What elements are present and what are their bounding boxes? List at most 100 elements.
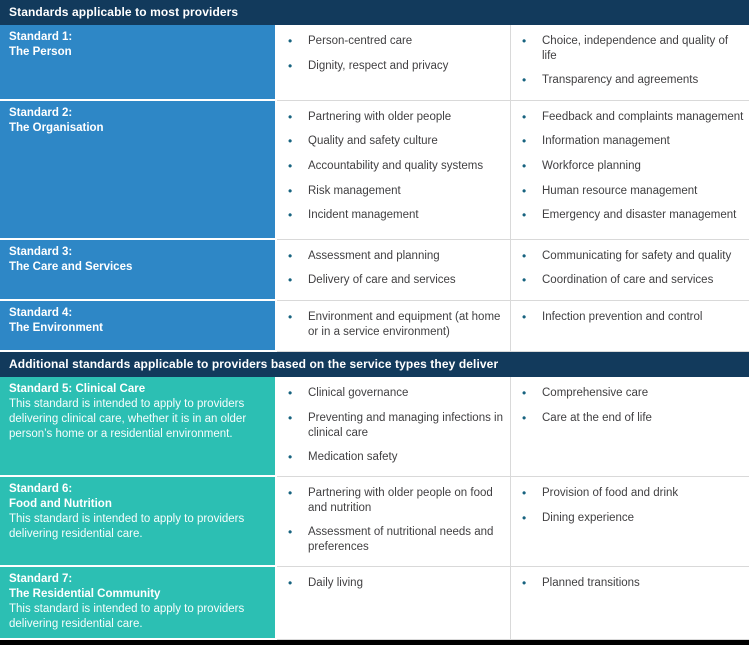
bullet-item: • Information management (511, 134, 745, 150)
standard-title: Standard 1: (9, 31, 73, 44)
bullet-item: • Planned transitions (511, 576, 745, 592)
bullet-item: • Daily living (277, 576, 506, 592)
bullet-dot-icon: • (288, 183, 293, 198)
bullet-text: Provision of food and drink (542, 487, 679, 500)
bullet-text: Medication safety (308, 450, 398, 463)
bullet-dot-icon: • (288, 410, 293, 425)
bullet-text: Incident management (308, 209, 419, 222)
standard-label: Standard 6: Food and Nutrition This standa… (0, 477, 277, 568)
bullet-dot-icon: • (522, 510, 527, 525)
bullet-text: Assessment of nutritional needs and pref… (308, 526, 494, 554)
standard-label: Standard 1: The Person (0, 25, 277, 101)
bullet-item: • Feedback and complaints management (511, 110, 745, 126)
bullet-list-secondary-cell: • Planned transitions (510, 567, 749, 640)
bullet-item: • Quality and safety culture (277, 134, 506, 150)
bullet-dot-icon: • (522, 576, 527, 591)
bullet-list-primary: • Partnering with older people • Quality an… (277, 110, 506, 224)
standard-title: Standard 3: (9, 245, 73, 258)
bullet-list-secondary-cell: • Provision of food and drink • Dining expe… (510, 477, 749, 568)
bullet-dot-icon: • (522, 208, 527, 223)
standard-label: Standard 2: The Organisation (0, 100, 277, 240)
bullet-dot-icon: • (288, 134, 293, 149)
bullet-dot-icon: • (288, 449, 293, 464)
bullet-list-primary: • Environment and equipment (at home or i… (277, 310, 506, 340)
bullet-text: Quality and safety culture (308, 135, 438, 148)
bullet-text: Partnering with older people (308, 110, 452, 123)
bullet-dot-icon: • (288, 109, 293, 124)
bullet-dot-icon: • (522, 159, 527, 174)
standard-description: This standard is intended to apply to pr… (9, 398, 247, 441)
standard-row: Standard 1: The Person • Person-centred car… (0, 25, 749, 101)
bullet-item: • Workforce planning (511, 159, 745, 175)
bullet-item: • Delivery of care and services (277, 273, 506, 289)
bullet-text: Environment and equipment (at home or in… (308, 311, 501, 338)
bullet-dot-icon: • (522, 486, 527, 501)
bullet-list-primary-cell: • Daily living (277, 567, 510, 640)
bullet-text: Transparency and agreements (542, 74, 699, 87)
bullet-dot-icon: • (288, 208, 293, 223)
bullet-list-secondary: • Planned transitions (511, 576, 745, 592)
bullet-list-secondary-cell: • Choice, independence and quality of lif… (510, 25, 749, 101)
standard-row: Standard 2: The Organisation • Partnering w… (0, 100, 749, 240)
bullet-dot-icon: • (522, 310, 527, 325)
bullet-list-primary: • Daily living (277, 576, 506, 592)
bullet-text: Communicating for safety and quality (542, 249, 732, 262)
standard-label: Standard 7: The Residential Community This… (0, 567, 277, 640)
bullet-dot-icon: • (288, 248, 293, 263)
standard-title: Standard 6: (9, 483, 73, 496)
bullet-item: • Clinical governance (277, 386, 506, 402)
bullet-dot-icon: • (522, 248, 527, 263)
bullet-text: Choice, independence and quality of life (542, 35, 729, 63)
bullet-dot-icon: • (288, 34, 293, 49)
standard-row: Standard 6: Food and Nutrition This standa… (0, 477, 749, 568)
standard-label: Standard 3: The Care and Services (0, 239, 277, 302)
bullet-text: Human resource management (542, 184, 698, 197)
bullet-dot-icon: • (522, 386, 527, 401)
bullet-item: • Medication safety (277, 450, 506, 466)
bullet-list-primary-cell: • Assessment and planning • Delivery of car… (277, 240, 510, 302)
bullet-item: • Dining experience (511, 511, 745, 527)
bullet-dot-icon: • (522, 183, 527, 198)
bullet-text: Information management (542, 135, 670, 148)
bullet-dot-icon: • (288, 525, 293, 540)
bullet-item: • Infection prevention and control (511, 310, 745, 326)
bullet-list-secondary-cell: • Communicating for safety and quality • Co… (510, 239, 749, 302)
standard-description: This standard is intended to apply to pr… (9, 513, 245, 541)
section-header: Additional standards applicable to provi… (0, 351, 749, 378)
bullet-text: Preventing and managing infections in cl… (308, 411, 503, 439)
bullet-item: • Risk management (277, 184, 506, 200)
standard-title: The Organisation (9, 121, 104, 134)
bullet-dot-icon: • (288, 159, 293, 174)
bullet-list-secondary: • Comprehensive care • Care at the end of l… (511, 386, 745, 426)
bullet-item: • Person-centred care (277, 34, 506, 50)
bullet-list-primary-cell: • Clinical governance • Preventing and mana… (277, 377, 510, 478)
bullet-text: Person-centred care (308, 35, 413, 48)
bullet-list-secondary: • Choice, independence and quality of lif… (511, 34, 745, 88)
bullet-text: Care at the end of life (542, 411, 652, 424)
bullet-item: • Dignity, respect and privacy (277, 59, 506, 75)
bullet-item: • Comprehensive care (511, 386, 745, 402)
standard-title: The Environment (9, 321, 103, 334)
bullet-text: Dining experience (542, 511, 635, 524)
bullet-list-primary: • Partnering with older people on food an… (277, 486, 506, 555)
bullet-item: • Transparency and agreements (511, 73, 745, 89)
standard-title: Food and Nutrition (9, 498, 112, 511)
bullet-list-secondary: • Communicating for safety and quality • Co… (511, 249, 745, 289)
bullet-dot-icon: • (522, 73, 527, 88)
bullet-dot-icon: • (288, 58, 293, 73)
standard-label: Standard 5: Clinical Care This standard i… (0, 377, 277, 478)
bullet-item: • Communicating for safety and quality (511, 249, 745, 265)
bullet-text: Workforce planning (542, 160, 641, 173)
bullet-text: Feedback and complaints management (542, 110, 744, 123)
bullet-item: • Assessment of nutritional needs and pre… (277, 525, 506, 555)
standard-label: Standard 4: The Environment (0, 301, 277, 352)
bullet-text: Delivery of care and services (308, 274, 456, 287)
bullet-item: • Coordination of care and services (511, 273, 745, 289)
bullet-text: Partnering with older people on food and… (308, 487, 493, 515)
bullet-item: • Choice, independence and quality of lif… (511, 34, 745, 64)
bullet-item: • Care at the end of life (511, 411, 745, 427)
bullet-dot-icon: • (522, 134, 527, 149)
bullet-list-primary-cell: • Environment and equipment (at home or i… (277, 301, 510, 352)
standard-title: Standard 4: (9, 307, 73, 320)
